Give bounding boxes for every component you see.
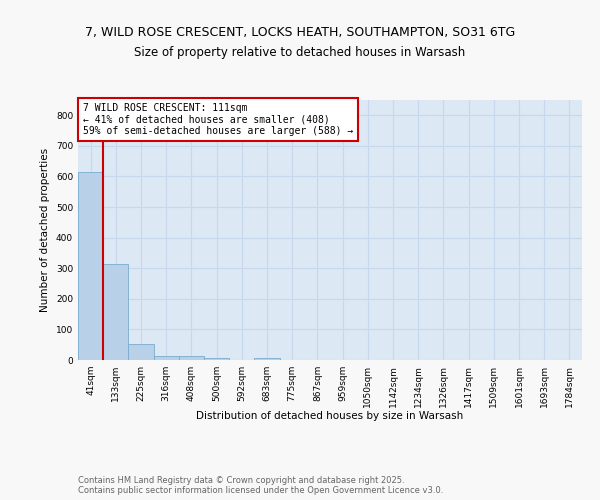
Text: Size of property relative to detached houses in Warsash: Size of property relative to detached ho… xyxy=(134,46,466,59)
Bar xyxy=(254,358,280,360)
Text: Contains HM Land Registry data © Crown copyright and database right 2025.
Contai: Contains HM Land Registry data © Crown c… xyxy=(78,476,443,495)
Bar xyxy=(154,356,179,360)
Text: 7, WILD ROSE CRESCENT, LOCKS HEATH, SOUTHAMPTON, SO31 6TG: 7, WILD ROSE CRESCENT, LOCKS HEATH, SOUT… xyxy=(85,26,515,39)
Bar xyxy=(128,344,154,360)
Y-axis label: Number of detached properties: Number of detached properties xyxy=(40,148,50,312)
Bar xyxy=(204,358,229,360)
Bar xyxy=(78,172,103,360)
X-axis label: Distribution of detached houses by size in Warsash: Distribution of detached houses by size … xyxy=(196,411,464,421)
Bar xyxy=(103,264,128,360)
Text: 7 WILD ROSE CRESCENT: 111sqm
← 41% of detached houses are smaller (408)
59% of s: 7 WILD ROSE CRESCENT: 111sqm ← 41% of de… xyxy=(83,102,353,136)
Bar xyxy=(179,356,204,360)
